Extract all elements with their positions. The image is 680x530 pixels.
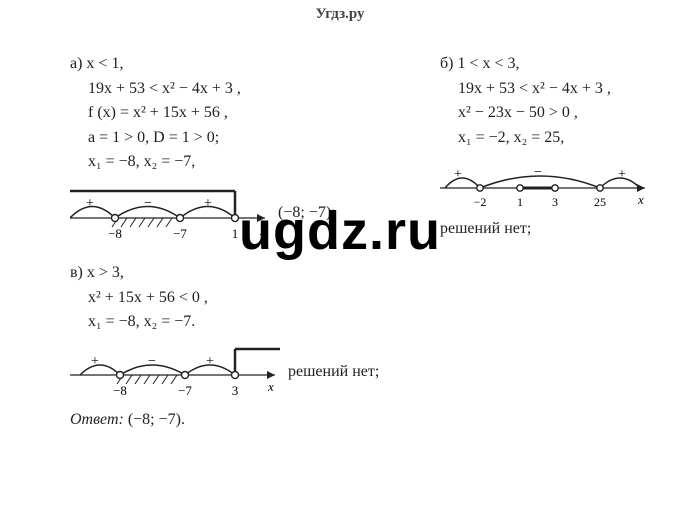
- block-b-label: б) 1 < x < 3,: [440, 53, 680, 75]
- number-line-b: + − + −2 1 3 25 x: [440, 158, 650, 213]
- block-b-diagram: + − + −2 1 3 25 x решений нет;: [440, 158, 680, 240]
- header-title: Угдз.ру: [315, 6, 364, 22]
- svg-text:−: −: [148, 354, 156, 369]
- svg-text:−2: −2: [474, 195, 487, 209]
- block-a-line: f (x) = x² + 15x + 56 ,: [88, 102, 370, 124]
- block-a-line: 19x + 53 < x² − 4x + 3 ,: [88, 78, 370, 100]
- svg-text:+: +: [454, 167, 462, 182]
- answer-value: (−8; −7).: [128, 411, 185, 428]
- block-v-result: решений нет;: [288, 363, 379, 381]
- block-a: а) x < 1, 19x + 53 < x² − 4x + 3 , f (x)…: [70, 53, 370, 248]
- svg-text:3: 3: [552, 195, 558, 209]
- svg-text:x: x: [259, 223, 266, 238]
- block-b-line: x₁ = −2, x₂ = 25,: [458, 127, 680, 149]
- svg-text:25: 25: [594, 195, 606, 209]
- number-line-v: + − + −8 −7 3 x: [70, 343, 280, 401]
- block-b-result: решений нет;: [440, 218, 680, 240]
- block-b-line: 19x + 53 < x² − 4x + 3 ,: [458, 78, 680, 100]
- block-v-diagram: + − + −8 −7 3 x решений нет;: [70, 343, 410, 401]
- block-a-diagram: + − + −8 −7 1 x (−8; −7);: [70, 183, 370, 243]
- block-b-line: x² − 23x − 50 > 0 ,: [458, 102, 680, 124]
- svg-text:+: +: [86, 196, 94, 211]
- block-a-line: x₁ = −8, x₂ = −7,: [88, 151, 370, 173]
- svg-text:−: −: [144, 196, 152, 211]
- svg-text:+: +: [206, 354, 214, 369]
- site-header: Угдз.ру: [0, 0, 680, 23]
- svg-text:+: +: [204, 196, 212, 211]
- svg-text:−7: −7: [178, 383, 192, 398]
- block-v-line: x₁ = −8, x₂ = −7.: [88, 311, 410, 333]
- block-v-label: в) x > 3,: [70, 262, 410, 284]
- svg-text:1: 1: [232, 226, 239, 241]
- block-v-line: x² + 15x + 56 < 0 ,: [88, 287, 410, 309]
- number-line-a: + − + −8 −7 1 x: [70, 183, 270, 243]
- svg-text:x: x: [637, 192, 644, 207]
- svg-text:+: +: [91, 354, 99, 369]
- svg-text:3: 3: [232, 383, 239, 398]
- block-b: б) 1 < x < 3, 19x + 53 < x² − 4x + 3 , x…: [440, 53, 680, 248]
- svg-text:+: +: [618, 167, 626, 182]
- block-a-result: (−8; −7);: [278, 204, 336, 222]
- answer-label: Ответ:: [70, 411, 124, 428]
- block-v: в) x > 3, x² + 15x + 56 < 0 , x₁ = −8, x…: [70, 262, 410, 401]
- svg-text:1: 1: [517, 195, 523, 209]
- svg-text:−8: −8: [108, 226, 122, 241]
- svg-text:x: x: [267, 379, 274, 394]
- svg-text:−7: −7: [173, 226, 187, 241]
- math-content: а) x < 1, 19x + 53 < x² − 4x + 3 , f (x)…: [0, 23, 680, 439]
- block-a-label: а) x < 1,: [70, 53, 370, 75]
- svg-text:−8: −8: [113, 383, 127, 398]
- svg-text:−: −: [534, 165, 542, 180]
- block-a-line: a = 1 > 0, D = 1 > 0;: [88, 127, 370, 149]
- final-answer: Ответ: (−8; −7).: [70, 411, 645, 429]
